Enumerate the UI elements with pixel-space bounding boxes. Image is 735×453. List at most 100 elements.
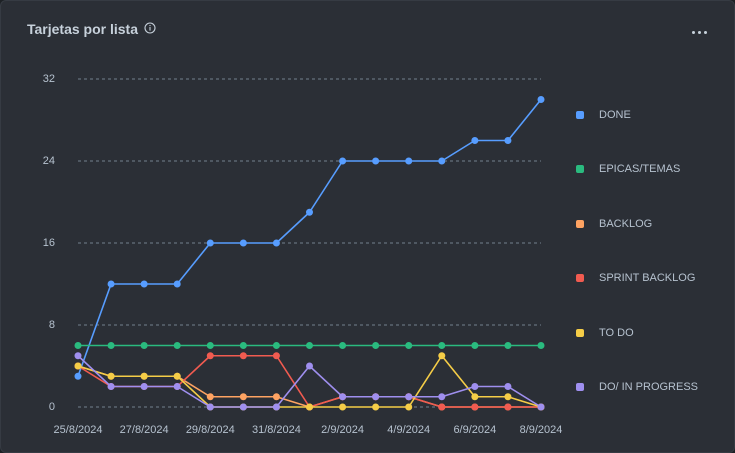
series-epicas-temas	[74, 342, 545, 349]
data-point[interactable]	[504, 403, 512, 411]
data-point[interactable]	[74, 352, 82, 360]
data-point[interactable]	[306, 208, 313, 216]
x-tick-label: 4/9/2024	[387, 424, 430, 436]
x-tick-label: 29/8/2024	[186, 424, 235, 436]
data-point[interactable]	[504, 137, 512, 144]
legend-item[interactable]: TO DO	[576, 327, 634, 339]
data-point[interactable]	[372, 403, 380, 411]
data-point[interactable]	[537, 403, 545, 411]
data-point[interactable]	[173, 280, 181, 288]
data-point[interactable]	[140, 383, 148, 390]
legend-swatch	[576, 165, 584, 173]
data-point[interactable]	[372, 157, 380, 165]
data-point[interactable]	[504, 393, 512, 401]
data-point[interactable]	[405, 342, 413, 349]
legend-label: SPRINT BACKLOG	[599, 272, 696, 284]
data-point[interactable]	[339, 393, 347, 401]
x-tick-label: 31/8/2024	[252, 424, 301, 436]
more-horizontal-icon	[691, 30, 695, 34]
series-sprint-backlog	[74, 352, 545, 411]
data-point[interactable]	[471, 393, 479, 401]
data-point[interactable]	[272, 239, 280, 247]
legend-swatch	[576, 220, 584, 228]
data-point[interactable]	[206, 403, 214, 411]
data-point[interactable]	[405, 157, 413, 165]
legend-item[interactable]: DO/ IN PROGRESS	[576, 381, 698, 393]
legend-label: TO DO	[599, 327, 634, 339]
data-point[interactable]	[471, 137, 479, 144]
data-point[interactable]	[206, 342, 214, 349]
data-point[interactable]	[438, 352, 446, 360]
data-point[interactable]	[107, 280, 115, 288]
data-point[interactable]	[471, 383, 479, 390]
data-point[interactable]	[306, 342, 313, 349]
data-point[interactable]	[206, 393, 214, 401]
data-point[interactable]	[372, 393, 380, 401]
y-tick-label: 16	[43, 237, 55, 249]
data-point[interactable]	[140, 280, 148, 288]
card-title: Tarjetas por lista	[27, 21, 139, 37]
data-point[interactable]	[438, 157, 446, 165]
x-tick-label: 2/9/2024	[321, 424, 364, 436]
data-point[interactable]	[272, 393, 280, 401]
legend-item[interactable]: SPRINT BACKLOG	[576, 272, 695, 284]
data-point[interactable]	[537, 342, 545, 349]
data-point[interactable]	[504, 383, 512, 390]
legend-label: EPICAS/TEMAS	[599, 163, 681, 175]
data-point[interactable]	[173, 372, 181, 380]
data-point[interactable]	[504, 342, 512, 349]
data-point[interactable]	[372, 342, 380, 349]
data-point[interactable]	[206, 239, 214, 247]
info-icon[interactable]	[144, 22, 156, 34]
data-point[interactable]	[537, 96, 545, 103]
series-do-in-progress	[74, 352, 545, 411]
data-point[interactable]	[339, 403, 347, 411]
legend-item[interactable]: DONE	[576, 109, 631, 121]
data-point[interactable]	[306, 362, 313, 370]
x-tick-label: 27/8/2024	[120, 424, 169, 436]
data-point[interactable]	[438, 403, 446, 411]
y-tick-label: 32	[43, 73, 55, 85]
data-point[interactable]	[405, 393, 413, 401]
data-point[interactable]	[471, 342, 479, 349]
legend-swatch	[576, 383, 584, 391]
data-point[interactable]	[74, 342, 82, 349]
data-point[interactable]	[272, 352, 280, 360]
more-options-button[interactable]	[687, 23, 711, 41]
data-point[interactable]	[74, 372, 82, 380]
data-point[interactable]	[239, 403, 247, 411]
data-point[interactable]	[339, 342, 347, 349]
data-point[interactable]	[239, 393, 247, 401]
legend-swatch	[576, 274, 584, 282]
data-point[interactable]	[272, 342, 280, 349]
data-point[interactable]	[140, 372, 148, 380]
data-point[interactable]	[306, 403, 313, 411]
data-point[interactable]	[239, 342, 247, 349]
data-point[interactable]	[405, 403, 413, 411]
data-point[interactable]	[107, 342, 115, 349]
x-tick-label: 25/8/2024	[54, 424, 103, 436]
data-point[interactable]	[471, 403, 479, 411]
data-point[interactable]	[74, 362, 82, 370]
series-to-do	[74, 352, 545, 411]
data-point[interactable]	[272, 403, 280, 411]
more-horizontal-icon-dot	[703, 30, 707, 34]
data-point[interactable]	[107, 383, 115, 390]
data-point[interactable]	[140, 342, 148, 349]
data-point[interactable]	[239, 239, 247, 247]
data-point[interactable]	[239, 352, 247, 360]
legend-label: DO/ IN PROGRESS	[599, 381, 699, 393]
x-tick-label: 8/9/2024	[520, 424, 563, 436]
data-point[interactable]	[173, 383, 181, 390]
data-point[interactable]	[173, 342, 181, 349]
legend-item[interactable]: EPICAS/TEMAS	[576, 163, 680, 175]
legend-swatch	[576, 111, 584, 119]
data-point[interactable]	[206, 352, 214, 360]
series-done	[74, 96, 545, 380]
data-point[interactable]	[339, 157, 347, 165]
data-point[interactable]	[107, 372, 115, 380]
legend-item[interactable]: BACKLOG	[576, 218, 652, 230]
data-point[interactable]	[438, 393, 446, 401]
data-point[interactable]	[438, 342, 446, 349]
